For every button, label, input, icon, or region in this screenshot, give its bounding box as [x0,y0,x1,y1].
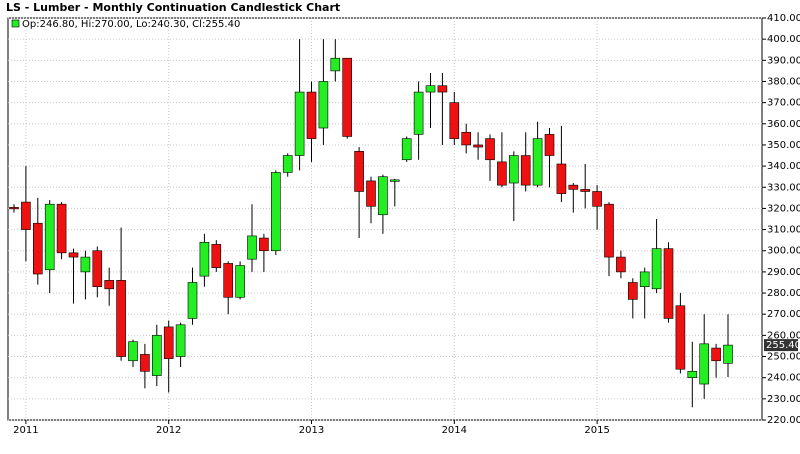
candle-body [508,155,519,184]
y-tick-label: 240.00 [767,373,800,384]
candle-body [104,280,114,290]
candle-body [235,265,245,298]
y-tick-label: 310.00 [767,225,800,236]
candle-body [223,263,233,298]
candle-body [21,201,31,230]
candle-body [532,138,543,186]
chart-title: LS - Lumber - Monthly Continuation Candl… [6,1,340,14]
candle-body [604,203,614,258]
candle-body [711,347,721,362]
y-tick-label: 330.00 [767,182,800,193]
candle-body [92,250,103,288]
y-tick-label: 250.00 [767,352,800,363]
y-tick-label: 290.00 [767,267,800,278]
candle-body [152,335,162,376]
candle-body [461,131,472,146]
candle-body [366,180,376,207]
candle-body [699,343,710,385]
candle-body [128,341,138,362]
candle-body [675,305,686,370]
y-tick-label: 280.00 [767,288,800,299]
y-tick-label: 220.00 [767,415,800,426]
candle-body [568,184,579,190]
y-tick-label: 270.00 [767,309,800,320]
candle-body [270,172,281,252]
candle-body [639,271,650,288]
candle-body [330,57,341,72]
x-tick-label: 2015 [584,425,609,436]
candle-body [580,189,591,192]
candle-body [473,144,483,148]
candle-body [294,91,305,156]
candle-body [723,344,733,364]
y-tick-label: 410.00 [767,13,800,24]
candle-body [9,207,19,210]
x-tick-label: 2012 [156,425,181,436]
y-tick-label: 340.00 [767,161,800,172]
candle-body [211,244,222,268]
last-value-label: 255.40 [766,340,800,351]
x-tick-label: 2013 [299,425,324,436]
candle-body [247,235,257,260]
y-tick-label: 360.00 [767,119,800,130]
candle-body [68,252,79,258]
candle-body [187,282,198,319]
candle-body [520,155,531,186]
candle-body [485,138,495,161]
candle-body [318,81,329,129]
candle-body [389,179,400,182]
y-tick-label: 390.00 [767,55,800,66]
candle-body [497,161,507,186]
candle-body [80,256,91,273]
candle-body [556,163,567,194]
candle-body [687,371,698,378]
candle-body [342,57,353,137]
candle-body [354,150,364,192]
candle-body [378,176,388,216]
legend-text: Op:246.80, Hi:270.00, Lo:240.30, Cl:255.… [22,19,240,30]
candle-body [199,241,210,277]
candle-body [163,326,174,359]
candle-body [56,203,67,254]
candle-body [401,138,412,161]
candle-body [627,282,638,300]
x-tick-label: 2014 [442,425,467,436]
y-tick-label: 370.00 [767,98,800,109]
candle-body [140,354,150,372]
candle-body [413,91,424,135]
candle-body [663,248,674,319]
y-tick-label: 300.00 [767,246,800,257]
y-tick-label: 320.00 [767,203,800,214]
candle-body [437,85,448,93]
candle-body [425,85,436,93]
x-tick-label: 2011 [13,425,38,436]
candle-body [544,134,555,156]
candle-body [32,222,43,275]
y-tick-label: 230.00 [767,394,800,405]
y-tick-label: 350.00 [767,140,800,151]
last-value-box [764,339,798,352]
candle-body [175,324,186,357]
candle-body [282,155,293,173]
y-tick-label: 400.00 [767,34,800,45]
candle-body [116,280,126,357]
y-tick-label: 380.00 [767,76,800,87]
candle-body [592,191,602,207]
candle-body [306,91,317,139]
legend-swatch [11,19,20,28]
candle-body [449,102,460,139]
candle-body [651,248,662,290]
y-tick-label: 260.00 [767,330,800,341]
candle-body [616,256,626,273]
candle-body [44,203,55,271]
candle-body [259,237,269,252]
